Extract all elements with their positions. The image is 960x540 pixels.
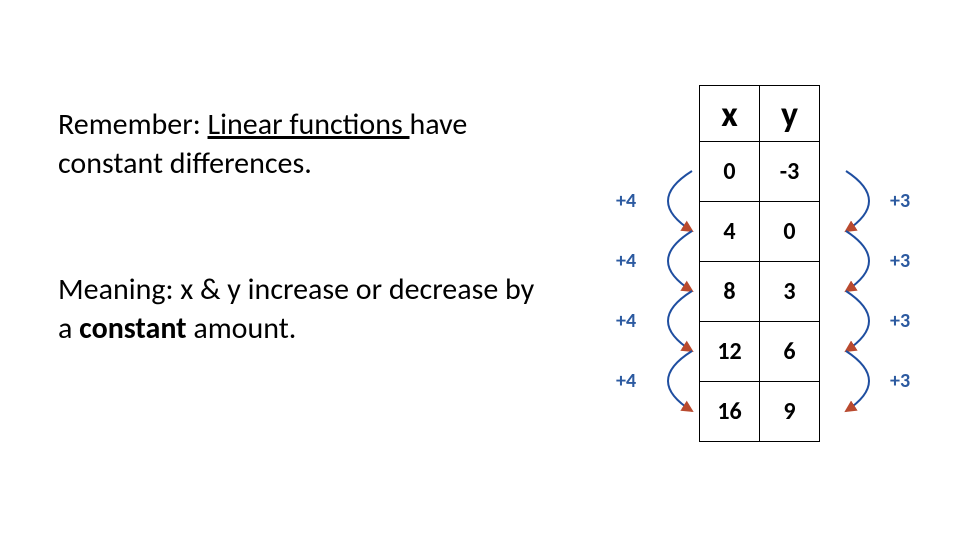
- meaning-text: Meaning: x & y increase or decrease by a…: [58, 270, 548, 348]
- cell-x: 12: [700, 322, 760, 382]
- remember-prefix: Remember:: [58, 106, 208, 143]
- diff-label: +3: [890, 189, 910, 213]
- header-x: x: [700, 86, 760, 142]
- diff-arc: [668, 291, 692, 351]
- diff-label: +4: [616, 249, 636, 273]
- diff-arc: [668, 171, 692, 231]
- table-diagram: +4 +4 +4 +4 x y 0 -3 4 0 8 3 12 6: [614, 80, 924, 470]
- table-row: 16 9: [700, 382, 820, 442]
- meaning-suffix: amount.: [187, 310, 297, 347]
- cell-x: 0: [700, 142, 760, 202]
- diff-label: +3: [890, 369, 910, 393]
- diff-arc: [846, 171, 869, 231]
- cell-x: 8: [700, 262, 760, 322]
- cell-y: 6: [760, 322, 820, 382]
- diff-label: +3: [890, 309, 910, 333]
- diff-arc: [668, 351, 692, 411]
- diff-arc: [846, 351, 869, 411]
- cell-x: 4: [700, 202, 760, 262]
- cell-x: 16: [700, 382, 760, 442]
- table-body: 0 -3 4 0 8 3 12 6 16 9: [700, 142, 820, 442]
- diff-arc: [846, 291, 869, 351]
- table-row: 0 -3: [700, 142, 820, 202]
- linear-functions-phrase: Linear functions: [208, 106, 410, 143]
- right-diff-column: +3 +3 +3 +3: [844, 80, 924, 470]
- cell-y: 0: [760, 202, 820, 262]
- table-row: 4 0: [700, 202, 820, 262]
- diff-label: +4: [616, 189, 636, 213]
- table-row: 12 6: [700, 322, 820, 382]
- diff-arc: [846, 231, 869, 291]
- table-row: 8 3: [700, 262, 820, 322]
- diff-label: +4: [616, 369, 636, 393]
- cell-y: 3: [760, 262, 820, 322]
- cell-y: -3: [760, 142, 820, 202]
- diff-arc: [668, 231, 692, 291]
- constant-word: constant: [79, 310, 186, 347]
- diff-label: +4: [616, 309, 636, 333]
- right-arcs-svg: [844, 80, 924, 480]
- xy-table: x y 0 -3 4 0 8 3 12 6 16 9: [699, 85, 820, 442]
- left-diff-column: +4 +4 +4 +4: [614, 80, 694, 470]
- remember-text: Remember: Linear functions have constant…: [58, 105, 548, 183]
- header-y: y: [760, 86, 820, 142]
- table-header-row: x y: [700, 86, 820, 142]
- cell-y: 9: [760, 382, 820, 442]
- diff-label: +3: [890, 249, 910, 273]
- left-arcs-svg: [614, 80, 694, 480]
